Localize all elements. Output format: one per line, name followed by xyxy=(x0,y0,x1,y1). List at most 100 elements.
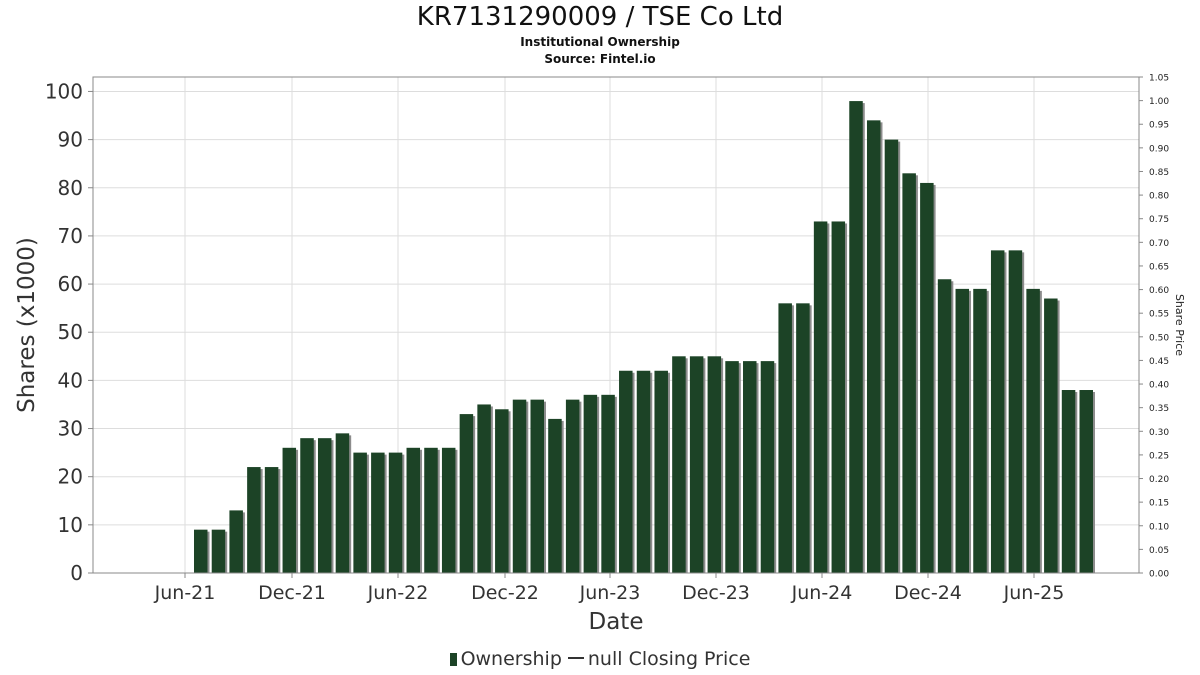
y2-axis-label: Share Price xyxy=(1173,294,1186,356)
y2-tick-label: 0.80 xyxy=(1149,192,1169,202)
bar xyxy=(424,447,438,573)
legend-ownership-label: Ownership xyxy=(460,648,562,670)
y2-tick-label: 1.00 xyxy=(1149,97,1169,107)
bar xyxy=(1008,250,1023,573)
bar xyxy=(282,447,297,573)
y-tick-label: 80 xyxy=(58,176,83,200)
y-axis-left: 0 10 20 30 40 50 60 70 80 90 100 xyxy=(45,79,93,585)
legend-price-line xyxy=(567,657,584,659)
bar xyxy=(796,303,810,573)
bar xyxy=(406,447,421,573)
bar xyxy=(619,370,633,573)
y2-tick-label: 0.00 xyxy=(1149,570,1169,580)
y-axis-right: 0.00 0.05 0.10 0.15 0.20 0.25 0.30 0.35 0.40 0.45… xyxy=(1139,74,1169,580)
x-tick-label: Dec-22 xyxy=(471,582,539,604)
y2-tick-label: 1.05 xyxy=(1149,74,1169,84)
bar xyxy=(335,433,350,573)
bar xyxy=(353,452,367,573)
bar xyxy=(937,279,952,573)
y2-tick-label: 0.65 xyxy=(1149,262,1169,272)
bar xyxy=(849,101,863,573)
x-tick-label: Jun-22 xyxy=(367,582,429,604)
bar xyxy=(973,288,987,573)
bar xyxy=(477,404,491,573)
bar xyxy=(778,303,792,573)
y2-tick-label: 0.30 xyxy=(1149,428,1169,438)
legend-ownership-swatch xyxy=(449,653,457,666)
bar xyxy=(548,418,562,573)
y2-tick-label: 0.05 xyxy=(1149,546,1169,556)
bar xyxy=(813,221,828,574)
x-axis-label: Date xyxy=(589,609,644,635)
y-tick-label: 100 xyxy=(45,79,83,103)
bar xyxy=(495,409,509,573)
bar xyxy=(1079,390,1093,573)
y2-tick-label: 0.95 xyxy=(1149,121,1169,131)
y2-tick-label: 0.60 xyxy=(1149,286,1169,296)
bar-series-ownership xyxy=(194,101,1095,574)
y2-tick-label: 0.10 xyxy=(1149,522,1169,532)
x-tick-label: Dec-24 xyxy=(894,582,962,604)
bar xyxy=(831,221,846,574)
bar xyxy=(371,452,385,573)
x-tick-label: Jun-24 xyxy=(791,582,853,604)
y-tick-label: 40 xyxy=(58,368,83,392)
y-tick-label: 60 xyxy=(58,272,83,296)
bar xyxy=(229,510,243,573)
x-tick-label: Dec-23 xyxy=(682,582,750,604)
bar xyxy=(388,452,403,573)
legend-price-label: null Closing Price xyxy=(587,648,751,670)
chart-source: Source: Fintel.io xyxy=(544,52,656,66)
y2-tick-label: 0.45 xyxy=(1149,357,1169,367)
chart-subtitle: Institutional Ownership xyxy=(520,35,680,49)
bar xyxy=(1026,288,1040,573)
bar xyxy=(459,414,474,573)
bar xyxy=(601,394,615,573)
bar xyxy=(1061,390,1076,573)
bar xyxy=(264,467,279,573)
bar xyxy=(247,467,261,573)
bar xyxy=(512,399,527,573)
bar xyxy=(884,139,899,574)
bar xyxy=(672,356,686,573)
y-tick-label: 30 xyxy=(58,417,83,441)
bar xyxy=(725,361,739,573)
x-tick-label: Dec-21 xyxy=(258,582,326,604)
y2-tick-label: 0.85 xyxy=(1149,168,1169,178)
bar xyxy=(902,173,916,574)
y2-tick-label: 0.25 xyxy=(1149,451,1169,461)
bar xyxy=(211,529,226,573)
y-tick-label: 20 xyxy=(58,465,83,489)
bar xyxy=(866,120,881,573)
bar xyxy=(441,447,456,573)
plot-frame xyxy=(92,76,1140,574)
y-tick-label: 90 xyxy=(58,128,83,152)
bar xyxy=(565,399,580,573)
y-tick-label: 10 xyxy=(58,513,83,537)
y-tick-label: 0 xyxy=(70,561,83,585)
y-axis-label: Shares (x1000) xyxy=(14,237,40,413)
bar xyxy=(583,394,598,573)
y2-tick-label: 0.35 xyxy=(1149,404,1169,414)
y2-tick-label: 0.50 xyxy=(1149,333,1169,343)
y-tick-label: 50 xyxy=(58,320,83,344)
y2-tick-label: 0.20 xyxy=(1149,475,1169,485)
bar xyxy=(920,182,934,573)
bar xyxy=(760,361,775,573)
x-tick-label: Jun-21 xyxy=(154,582,216,604)
bar xyxy=(636,370,651,573)
x-tick-label: Jun-25 xyxy=(1003,582,1065,604)
bar xyxy=(300,438,314,573)
x-tick-label: Jun-23 xyxy=(579,582,641,604)
bar xyxy=(689,356,704,573)
y2-tick-label: 0.70 xyxy=(1149,239,1169,249)
bar xyxy=(707,356,722,573)
bar xyxy=(317,438,332,573)
y2-tick-label: 0.15 xyxy=(1149,499,1169,509)
bar xyxy=(743,361,757,573)
y2-tick-label: 0.90 xyxy=(1149,144,1169,154)
legend: Ownership null Closing Price xyxy=(0,648,1200,670)
bar xyxy=(955,288,970,573)
bar xyxy=(194,529,208,573)
